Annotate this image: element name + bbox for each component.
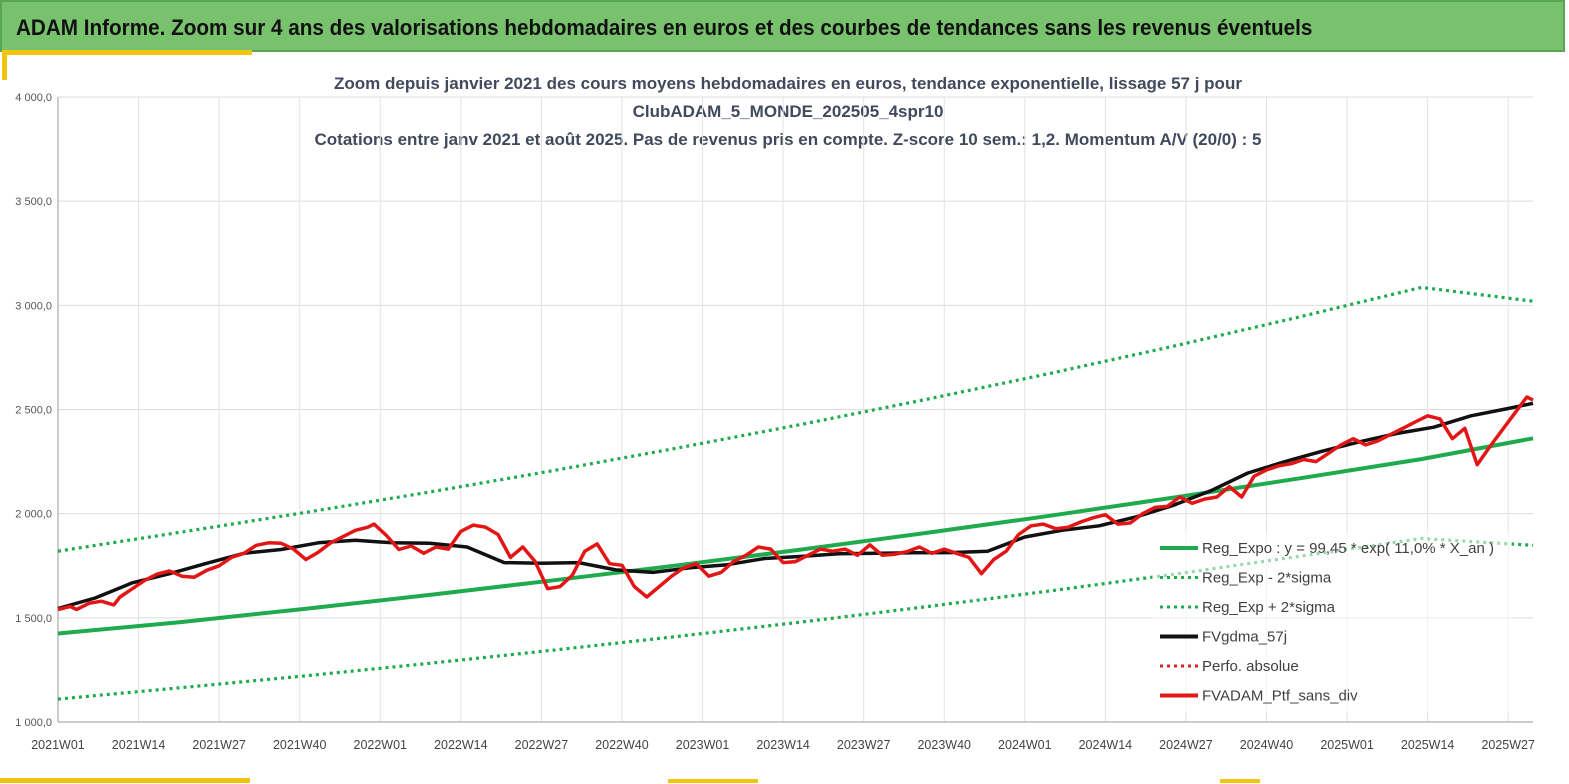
series-line [57,401,1534,611]
x-tick-label: 2021W27 [192,738,246,752]
legend-label: Reg_Exp - 2*sigma [1202,570,1332,587]
x-tick-label: 2025W14 [1401,738,1455,752]
y-tick-label: 3 500,0 [15,196,52,208]
frame-accent-bottom-right [1220,779,1260,783]
y-tick-label: 3 000,0 [15,300,52,312]
frame-accent-top-left [2,50,252,55]
y-tick-label: 2 500,0 [15,405,52,417]
x-tick-label: 2022W27 [515,738,569,752]
x-tick-label: 2024W14 [1079,738,1133,752]
frame-accent-left [2,50,7,80]
page-title: ADAM Informe. Zoom sur 4 ans des valoris… [16,15,1313,40]
x-tick-label: 2023W01 [676,738,730,752]
x-tick-label: 2021W14 [112,738,166,752]
x-tick-label: 2025W27 [1481,738,1535,752]
x-tick-label: 2021W40 [273,738,327,752]
x-tick-label: 2022W14 [434,738,488,752]
y-tick-label: 1 500,0 [15,613,52,625]
chart-title-line-2: ClubADAM_5_MONDE_202505_4spr10 [633,102,944,121]
legend: Reg_Expo : y = 99,45 * exp( 11,0% * X_an… [1152,532,1512,712]
x-tick-label: 2024W27 [1159,738,1213,752]
legend-label: FVgdma_57j [1202,629,1287,646]
x-tick-label: 2023W40 [917,738,971,752]
legend-label: Reg_Expo : y = 99,45 * exp( 11,0% * X_an… [1202,540,1494,557]
x-axis: 2021W01 2021W14 2021W27 2021W40 2022W01 2022W… [31,721,1535,752]
y-axis: 1 000,0 1 500,0 2 000,0 2 500,0 3 000,0 3 500… [15,92,59,729]
grid [57,96,1533,723]
frame-accent-bottom-mid [668,779,758,783]
series-line [57,395,1534,612]
x-tick-label: 2024W40 [1240,738,1294,752]
y-tick-label: 2 000,0 [15,509,52,521]
legend-background [1152,532,1512,712]
x-tick-label: 2022W40 [595,738,649,752]
x-tick-label: 2024W01 [998,738,1052,752]
x-tick-label: 2021W01 [31,738,85,752]
legend-label: Perfo. absolue [1202,658,1299,675]
x-tick-label: 2023W14 [756,738,810,752]
legend-label: Reg_Exp + 2*sigma [1202,599,1336,616]
y-tick-label: 1 000,0 [15,717,52,729]
series-line [57,285,1534,553]
series-line [57,436,1534,636]
x-tick-label: 2023W27 [837,738,891,752]
x-tick-label: 2025W01 [1320,738,1374,752]
chart-title: Zoom depuis janvier 2021 des cours moyen… [315,74,1262,149]
page-banner: ADAM Informe. Zoom sur 4 ans des valoris… [0,0,1565,52]
chart-title-line-3: Cotations entre janv 2021 et août 2025. … [315,130,1262,149]
legend-label: FVADAM_Ptf_sans_div [1202,688,1358,705]
y-tick-label: 4 000,0 [15,92,52,104]
chart-title-line-1: Zoom depuis janvier 2021 des cours moyen… [334,74,1242,93]
x-tick-label: 2022W01 [354,738,408,752]
frame-accent-bottom-left [0,778,250,783]
